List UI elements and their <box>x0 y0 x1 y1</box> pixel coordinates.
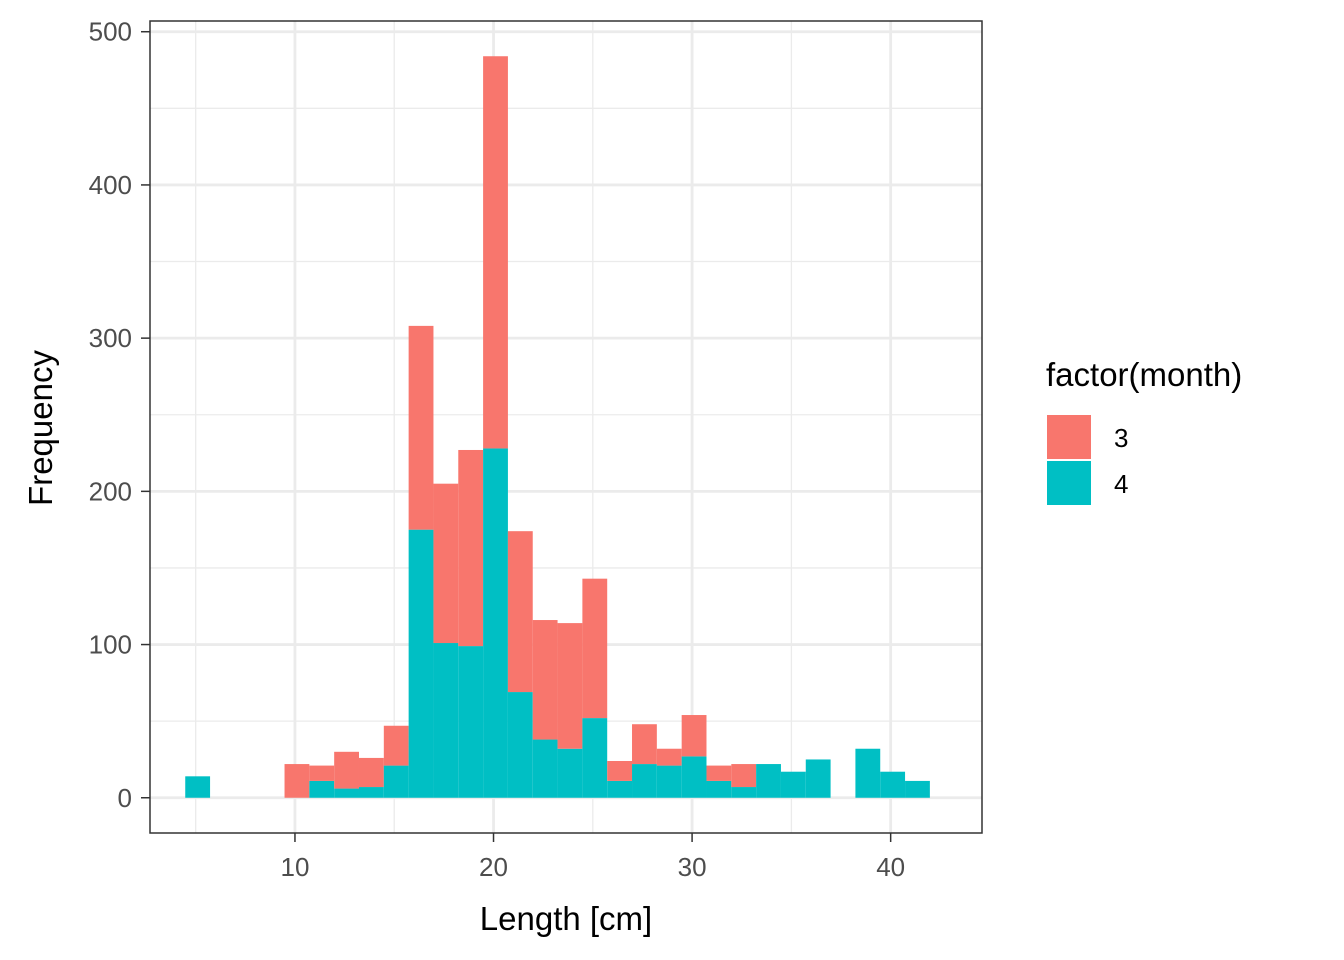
bar-month-3 <box>334 751 359 789</box>
bar-month-3 <box>309 765 335 781</box>
bar-month-4 <box>780 771 806 798</box>
bar-month-3 <box>408 325 434 530</box>
y-tick-label: 0 <box>118 783 132 813</box>
bar-month-4 <box>656 765 682 798</box>
bar-month-3 <box>632 724 657 765</box>
bar-month-4 <box>905 780 930 798</box>
x-axis-title: Length [cm] <box>480 900 652 937</box>
bar-month-4 <box>632 764 657 798</box>
y-tick-label: 100 <box>89 630 132 660</box>
bar-month-3 <box>532 620 558 740</box>
bar-month-4 <box>334 788 359 798</box>
bars <box>185 56 930 798</box>
bar-month-3 <box>483 56 508 449</box>
bar-month-4 <box>408 529 434 798</box>
bar-month-3 <box>582 578 608 719</box>
bar-month-3 <box>458 449 484 647</box>
legend-key-4 <box>1047 461 1091 505</box>
bar-month-3 <box>656 748 682 766</box>
bar-month-4 <box>433 643 459 798</box>
bar-month-3 <box>507 531 533 693</box>
legend-label-4: 4 <box>1114 469 1128 499</box>
x-tick-label: 10 <box>280 852 309 882</box>
y-tick-label: 500 <box>89 17 132 47</box>
bar-month-4 <box>855 748 881 798</box>
bar-month-3 <box>284 764 310 798</box>
bar-month-3 <box>706 765 732 781</box>
x-tick-label: 30 <box>678 852 707 882</box>
bar-month-4 <box>607 780 633 798</box>
bar-month-3 <box>433 483 459 644</box>
y-axis: 0 100 200 300 400 500 <box>89 17 150 813</box>
bar-month-4 <box>582 718 608 798</box>
legend: factor(month) 3 4 <box>1046 356 1242 505</box>
bar-month-4 <box>358 787 384 798</box>
bar-month-3 <box>731 764 757 788</box>
bar-month-3 <box>607 760 633 781</box>
x-tick-label: 20 <box>479 852 508 882</box>
legend-key-3 <box>1047 415 1091 459</box>
bar-month-4 <box>706 780 732 798</box>
bar-month-4 <box>880 771 906 798</box>
bar-month-4 <box>507 692 533 798</box>
y-tick-label: 300 <box>89 323 132 353</box>
bar-month-4 <box>805 759 831 798</box>
bar-month-4 <box>557 748 583 798</box>
bar-month-3 <box>358 757 384 788</box>
bar-month-4 <box>309 780 335 798</box>
x-tick-label: 40 <box>876 852 905 882</box>
x-axis: 10 20 30 40 <box>280 833 905 882</box>
bar-month-4 <box>185 776 211 798</box>
legend-title: factor(month) <box>1046 356 1242 393</box>
bar-month-4 <box>483 448 508 798</box>
bar-month-3 <box>557 623 583 749</box>
bar-month-4 <box>458 646 484 798</box>
bar-month-4 <box>383 765 409 798</box>
bar-month-4 <box>731 787 757 798</box>
y-axis-title: Frequency <box>22 350 59 506</box>
panel-border <box>149 20 983 834</box>
y-tick-label: 400 <box>89 170 132 200</box>
bar-month-4 <box>681 756 707 798</box>
bar-month-3 <box>681 715 707 757</box>
bar-month-4 <box>532 739 558 798</box>
y-tick-label: 200 <box>89 476 132 506</box>
bar-month-4 <box>756 764 781 798</box>
legend-label-3: 3 <box>1114 423 1128 453</box>
bar-month-3 <box>383 725 409 766</box>
